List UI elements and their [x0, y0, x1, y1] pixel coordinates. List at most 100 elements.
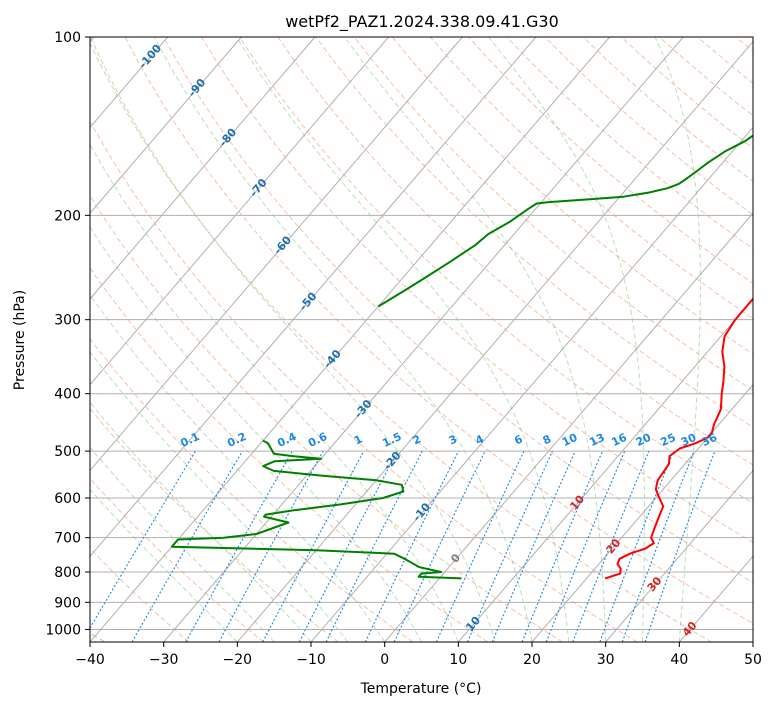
isotherm-line — [163, 37, 684, 642]
dry-adiabat — [90, 42, 712, 642]
mixing-ratio-label: 10 — [560, 431, 580, 449]
y-tick-label: 700 — [54, 531, 81, 547]
y-tick-label: 500 — [54, 444, 81, 460]
isotherm-line — [236, 40, 753, 642]
mixing-ratio-line — [644, 450, 716, 642]
chart-title: wetPf2_PAZ1.2024.338.09.41.G30 — [285, 12, 559, 32]
mixing-ratio-line — [185, 450, 293, 642]
mixing-ratio-line — [491, 450, 576, 642]
mixing-ratio-label: 0.2 — [225, 430, 248, 450]
y-tick-label: 600 — [54, 491, 81, 507]
isotherm-line — [457, 298, 753, 642]
dewpoint-profile — [170, 439, 462, 580]
mixing-ratio-label: 8 — [541, 432, 553, 447]
y-axis-ticks: 100 200 300 400 500 600 700 800 900 1000 — [45, 30, 90, 638]
mixing-ratio-label: 0.4 — [275, 430, 298, 450]
x-tick-label: 0 — [380, 652, 389, 668]
isotherm-line — [90, 37, 537, 558]
isotherm-line — [90, 37, 390, 386]
dry-adiabat — [90, 267, 488, 642]
mixing-ratio-line — [298, 450, 398, 642]
moist-adiabat — [90, 351, 349, 642]
mixing-ratio-line — [466, 450, 554, 642]
mixing-ratio-label: 0.6 — [306, 430, 329, 450]
x-tick-label: −30 — [149, 652, 179, 668]
moist-adiabat — [488, 37, 645, 642]
isotherm-line — [310, 126, 753, 642]
y-tick-label: 900 — [54, 595, 81, 611]
dry-adiabat — [90, 120, 638, 642]
x-tick-label: 50 — [744, 652, 762, 668]
dry-adiabat — [506, 37, 753, 250]
moist-adiabat — [90, 143, 459, 642]
dry-adiabat — [277, 37, 753, 466]
dry-adiabat — [544, 37, 753, 216]
dry-adiabat — [239, 37, 753, 504]
dry-adiabat — [468, 37, 753, 284]
dry-adiabat — [391, 37, 753, 355]
x-tick-label: 20 — [523, 652, 541, 668]
x-tick-label: −10 — [296, 652, 326, 668]
mixing-ratio-label: 16 — [610, 431, 630, 449]
mixing-ratio-lines — [90, 450, 716, 642]
isotherm-line — [90, 37, 242, 214]
x-axis-label: Temperature (°C) — [360, 681, 482, 697]
moist-adiabat — [90, 446, 275, 642]
mixing-ratio-label: 13 — [587, 431, 606, 449]
y-tick-label: 300 — [54, 313, 81, 329]
y-tick-label: 100 — [54, 30, 81, 46]
mixing-ratio-line — [218, 450, 324, 642]
sounding-profiles — [170, 134, 753, 580]
moist-adiabat — [90, 37, 496, 642]
mixing-ratio-line — [599, 450, 675, 642]
x-tick-label: 30 — [597, 652, 615, 668]
isotherm-line — [90, 37, 316, 300]
mixing-ratio-line — [545, 450, 626, 642]
moist-adiabat — [90, 401, 312, 642]
dry-adiabat — [90, 477, 264, 642]
mixing-ratio-label: 0.1 — [178, 430, 201, 450]
y-tick-label: 1000 — [45, 622, 81, 638]
temperature-profile — [604, 297, 753, 580]
moist-adiabat — [154, 37, 533, 642]
background-lines — [90, 37, 753, 642]
dry-adiabat — [90, 337, 414, 642]
dry-adiabat — [162, 37, 753, 584]
mixing-ratio-label: 1 — [352, 432, 364, 447]
dry-adiabat — [353, 37, 753, 391]
moist-adiabat — [90, 488, 238, 642]
isotherm-line — [605, 469, 753, 642]
y-axis-label: Pressure (hPa) — [12, 290, 28, 390]
isotherm-line — [752, 641, 753, 642]
moist-adiabat — [90, 226, 422, 642]
mixing-ratio-label: 1.5 — [380, 430, 403, 450]
mixing-ratio-line — [262, 450, 365, 642]
y-tick-label: 200 — [54, 208, 81, 224]
y-tick-label: 800 — [54, 565, 81, 581]
moist-adiabat — [236, 37, 570, 642]
mixing-ratio-label: 25 — [658, 431, 677, 449]
dry-adiabat — [201, 37, 753, 543]
mixing-ratio-line — [621, 450, 695, 642]
x-tick-label: −20 — [223, 652, 253, 668]
mixing-ratio-line — [364, 450, 459, 642]
mixing-ratio-line — [325, 450, 423, 642]
isotherm-line — [90, 37, 463, 472]
dewpoint-upper-profile — [377, 134, 753, 308]
x-axis-ticks: −40 −30 −20 −10 0 10 20 30 40 50 — [75, 642, 762, 668]
dry-adiabat — [697, 37, 753, 84]
dry-adiabat — [90, 407, 339, 642]
isotherm-line — [531, 383, 753, 642]
x-tick-label: −40 — [75, 652, 105, 668]
mixing-ratio-line — [393, 450, 486, 642]
mixing-ratio-label: 20 — [634, 431, 654, 449]
mixing-ratio-line — [521, 450, 604, 642]
mixing-ratio-line — [572, 450, 650, 642]
mixing-ratio-label: 6 — [512, 432, 525, 447]
y-tick-label: 400 — [54, 387, 81, 403]
moist-adiabat — [654, 37, 701, 642]
x-tick-label: 10 — [449, 652, 467, 668]
moist-adiabat — [90, 293, 386, 642]
dry-adiabat — [735, 37, 753, 52]
